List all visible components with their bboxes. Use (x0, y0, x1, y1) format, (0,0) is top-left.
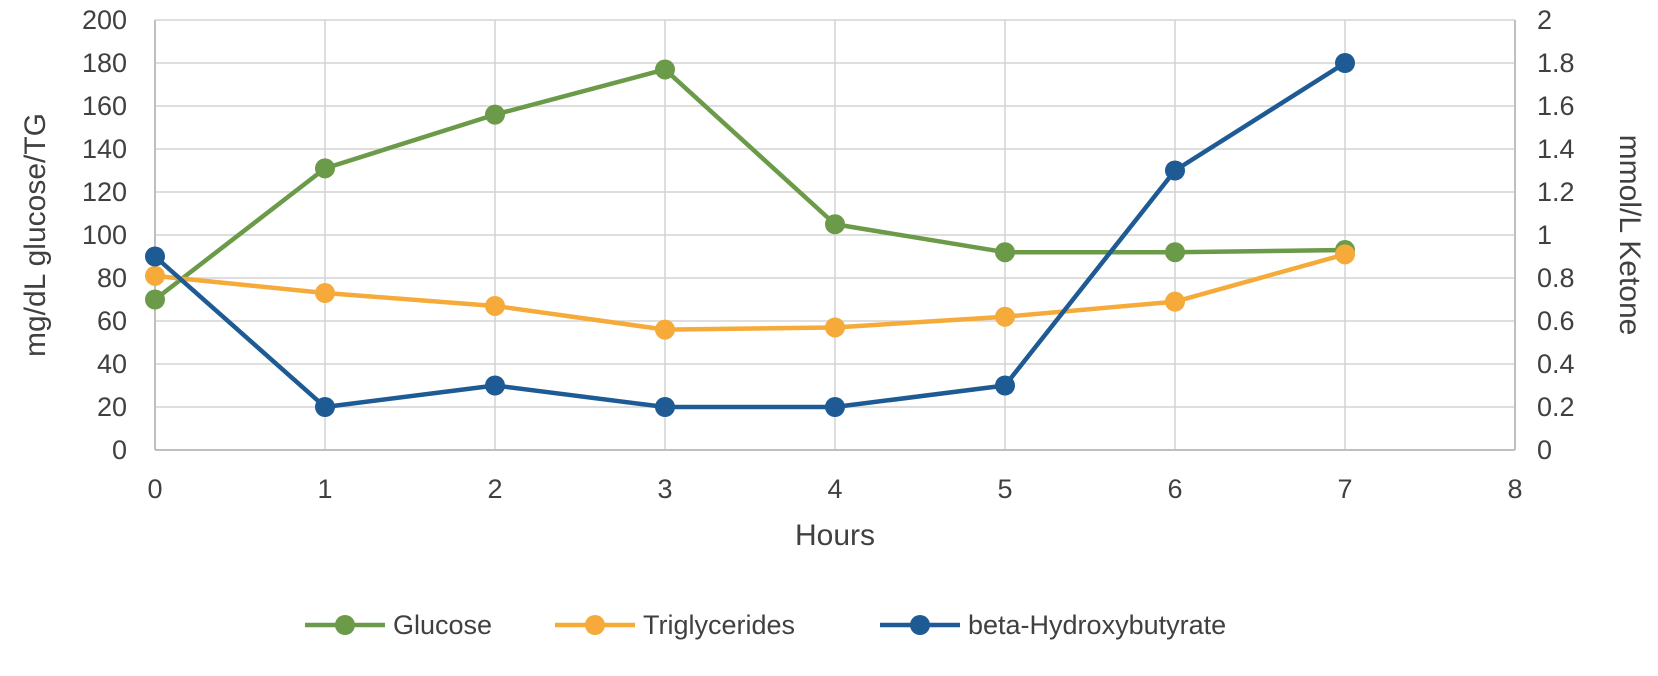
legend-item-beta-hydroxybutyrate: beta-Hydroxybutyrate (880, 610, 1226, 640)
data-point-glucose (655, 59, 675, 80)
y2-axis-tick-label: 0.4 (1537, 349, 1575, 379)
x-axis-tick-label: 6 (1167, 474, 1182, 504)
data-point-beta-hydroxybutyrate (485, 375, 505, 396)
x-axis-title: Hours (795, 519, 875, 552)
data-point-beta-hydroxybutyrate (655, 397, 675, 417)
legend-label: Glucose (393, 610, 492, 640)
x-axis-tick-label: 0 (147, 474, 162, 504)
axes: 02040608010012014016018020000.20.40.60.8… (19, 5, 1646, 552)
y2-axis-tick-label: 2 (1537, 5, 1552, 35)
y-axis-title: mg/dL glucose/TG (19, 113, 52, 357)
series-glucose (145, 59, 1355, 310)
legend-item-glucose: Glucose (305, 610, 492, 640)
y2-axis-tick-label: 1.2 (1537, 177, 1575, 207)
series-line-glucose (152, 67, 1348, 302)
data-point-beta-hydroxybutyrate (145, 246, 165, 267)
y2-axis-tick-label: 0.2 (1537, 392, 1575, 422)
x-axis-tick-label: 2 (487, 474, 502, 504)
legend: Glucose Triglycerides beta-Hydroxybutyrate (305, 610, 1226, 640)
data-point-glucose (995, 242, 1015, 263)
y-axis-tick-label: 160 (82, 91, 127, 121)
series-beta-hydroxybutyrate (145, 53, 1355, 417)
series-line-triglycerides (152, 252, 1348, 332)
y2-axis-tick-label: 1.6 (1537, 91, 1575, 121)
y-axis-tick-label: 180 (82, 48, 127, 78)
series-lines (145, 53, 1355, 417)
y-axis-tick-label: 20 (97, 392, 127, 422)
data-point-glucose (485, 104, 505, 125)
y-axis-tick-label: 80 (97, 263, 127, 293)
series-triglycerides (145, 244, 1355, 340)
data-point-triglycerides (145, 265, 165, 286)
data-point-beta-hydroxybutyrate (1165, 160, 1185, 181)
data-point-triglycerides (995, 306, 1015, 327)
data-point-triglycerides (315, 283, 335, 304)
y-axis-tick-label: 140 (82, 134, 127, 164)
y-axis-tick-label: 100 (82, 220, 127, 250)
x-axis-tick-label: 4 (827, 474, 842, 504)
data-point-glucose (1165, 242, 1185, 263)
data-point-triglycerides (1335, 244, 1355, 265)
y2-axis-title: mmol/L Ketone (1613, 135, 1646, 336)
data-point-glucose (315, 158, 335, 179)
y-axis-tick-label: 60 (97, 306, 127, 336)
data-point-triglycerides (825, 317, 845, 338)
y2-axis-tick-label: 0.8 (1537, 263, 1575, 293)
y2-axis-tick-label: 0.6 (1537, 306, 1575, 336)
data-point-beta-hydroxybutyrate (995, 375, 1015, 396)
y2-axis-tick-label: 0 (1537, 435, 1552, 465)
legend-swatch-marker (910, 615, 930, 635)
x-axis-tick-label: 5 (997, 474, 1012, 504)
data-point-triglycerides (1165, 291, 1185, 312)
legend-label: Triglycerides (643, 610, 795, 640)
legend-swatch-marker (335, 615, 355, 635)
x-axis-tick-label: 8 (1507, 474, 1522, 504)
legend-swatch-marker (585, 615, 605, 635)
data-point-triglycerides (655, 319, 675, 340)
x-axis-tick-label: 1 (317, 474, 332, 504)
y-axis-tick-label: 200 (82, 5, 127, 35)
y2-axis-tick-label: 1.4 (1537, 134, 1575, 164)
y2-axis-tick-label: 1.8 (1537, 48, 1575, 78)
y2-axis-tick-label: 1 (1537, 220, 1552, 250)
data-point-glucose (825, 214, 845, 235)
x-axis-tick-label: 3 (657, 474, 672, 504)
data-point-beta-hydroxybutyrate (825, 397, 845, 417)
data-point-beta-hydroxybutyrate (1335, 53, 1355, 73)
y-axis-tick-label: 120 (82, 177, 127, 207)
y-axis-tick-label: 40 (97, 349, 127, 379)
data-point-triglycerides (485, 295, 505, 316)
data-point-glucose (145, 289, 165, 310)
legend-label: beta-Hydroxybutyrate (968, 610, 1226, 640)
x-axis-tick-label: 7 (1337, 474, 1352, 504)
legend-item-triglycerides: Triglycerides (555, 610, 795, 640)
series-line-beta-hydroxybutyrate (152, 60, 1348, 410)
y-axis-tick-label: 0 (112, 435, 127, 465)
data-point-beta-hydroxybutyrate (315, 397, 335, 417)
